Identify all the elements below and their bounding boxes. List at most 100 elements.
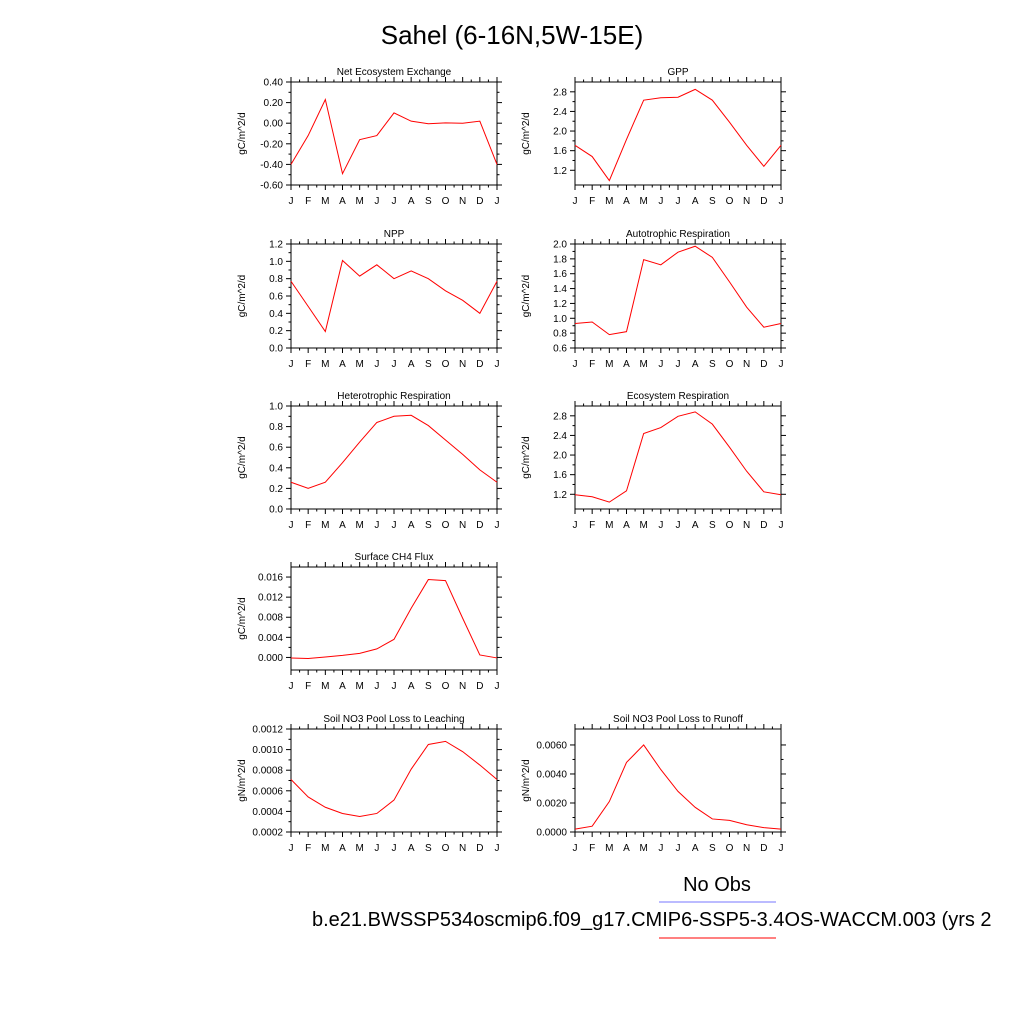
x-tick-label: J bbox=[779, 359, 784, 370]
y-tick-label: 0.0040 bbox=[536, 769, 567, 780]
panel-title: Ecosystem Respiration bbox=[627, 391, 729, 402]
x-tick-label: A bbox=[408, 681, 415, 692]
panel-title: Surface CH4 Flux bbox=[355, 552, 434, 563]
y-tick-label: 1.6 bbox=[553, 470, 567, 481]
x-tick-label: S bbox=[425, 843, 432, 854]
y-tick-label: 0.0012 bbox=[252, 725, 283, 736]
x-tick-label: M bbox=[321, 681, 329, 692]
legend: No Obs b.e21.BWSSP534oscmip6.f09_g17.CMI… bbox=[312, 874, 992, 939]
y-tick-label: 0.0 bbox=[269, 505, 283, 516]
x-tick-label: J bbox=[289, 196, 294, 207]
series-line bbox=[290, 98, 498, 176]
y-tick-label: 0.2 bbox=[269, 484, 283, 495]
y-tick-label: 0.016 bbox=[258, 573, 283, 584]
panel-title: NPP bbox=[384, 229, 405, 240]
x-tick-label: S bbox=[425, 196, 432, 207]
series-line bbox=[574, 245, 782, 336]
x-tick-label: J bbox=[289, 359, 294, 370]
plot-frame bbox=[574, 728, 782, 833]
x-tick-label: D bbox=[760, 196, 767, 207]
y-tick-label: 0.008 bbox=[258, 613, 283, 624]
series-line bbox=[574, 88, 782, 182]
x-tick-label: J bbox=[573, 359, 578, 370]
y-tick-label: 2.0 bbox=[553, 451, 567, 462]
y-tick-label: 0.000 bbox=[258, 653, 283, 664]
x-tick-label: J bbox=[676, 196, 681, 207]
x-tick-label: M bbox=[605, 843, 613, 854]
y-tick-label: 0.0010 bbox=[252, 745, 283, 756]
x-tick-label: A bbox=[623, 196, 630, 207]
y-tick-label: 0.6 bbox=[269, 292, 283, 303]
x-tick-label: J bbox=[573, 196, 578, 207]
x-tick-label: M bbox=[321, 359, 329, 370]
x-tick-label: A bbox=[692, 196, 699, 207]
y-tick-label: 1.4 bbox=[553, 284, 567, 295]
x-tick-label: J bbox=[289, 520, 294, 531]
x-tick-label: S bbox=[709, 520, 716, 531]
series-line bbox=[290, 414, 498, 489]
x-tick-label: J bbox=[495, 359, 500, 370]
x-tick-label: J bbox=[495, 843, 500, 854]
y-axis-label: gC/m^2/d bbox=[237, 597, 248, 640]
panel-title: Net Ecosystem Exchange bbox=[337, 67, 452, 78]
x-tick-label: J bbox=[289, 681, 294, 692]
y-tick-label: 2.4 bbox=[553, 107, 567, 118]
y-axis-label: gC/m^2/d bbox=[521, 112, 532, 155]
x-tick-label: D bbox=[476, 196, 483, 207]
panel-title: Autotrophic Respiration bbox=[626, 229, 730, 240]
x-tick-label: J bbox=[392, 196, 397, 207]
x-tick-label: M bbox=[321, 843, 329, 854]
series-line bbox=[574, 411, 782, 503]
x-tick-label: M bbox=[321, 520, 329, 531]
x-tick-label: O bbox=[442, 359, 450, 370]
y-tick-label: 0.0060 bbox=[536, 740, 567, 751]
x-tick-label: N bbox=[459, 520, 466, 531]
x-tick-label: O bbox=[442, 196, 450, 207]
x-tick-label: J bbox=[779, 843, 784, 854]
x-tick-label: A bbox=[408, 520, 415, 531]
series-line bbox=[290, 259, 498, 333]
x-tick-label: F bbox=[589, 843, 595, 854]
x-tick-label: A bbox=[339, 520, 346, 531]
x-tick-label: N bbox=[743, 520, 750, 531]
x-tick-label: F bbox=[589, 520, 595, 531]
y-tick-label: 0.0 bbox=[269, 344, 283, 355]
x-tick-label: M bbox=[639, 520, 647, 531]
x-tick-label: A bbox=[692, 359, 699, 370]
y-tick-label: 1.0 bbox=[269, 257, 283, 268]
x-tick-label: O bbox=[726, 843, 734, 854]
x-tick-label: N bbox=[459, 359, 466, 370]
x-tick-label: A bbox=[339, 359, 346, 370]
plot-frame bbox=[290, 81, 498, 186]
y-axis-label: gN/m^2/d bbox=[237, 759, 248, 802]
y-tick-label: 0.2 bbox=[269, 326, 283, 337]
y-tick-label: 0.012 bbox=[258, 593, 283, 604]
x-tick-label: J bbox=[573, 520, 578, 531]
x-tick-label: A bbox=[339, 843, 346, 854]
y-tick-label: 0.8 bbox=[553, 329, 567, 340]
y-axis-label: gC/m^2/d bbox=[237, 112, 248, 155]
y-tick-label: 1.2 bbox=[269, 240, 283, 251]
x-tick-label: M bbox=[639, 196, 647, 207]
x-tick-label: A bbox=[408, 843, 415, 854]
x-tick-label: D bbox=[476, 520, 483, 531]
x-tick-label: N bbox=[743, 196, 750, 207]
x-tick-label: D bbox=[760, 520, 767, 531]
y-tick-label: 0.40 bbox=[264, 78, 284, 89]
x-tick-label: M bbox=[639, 843, 647, 854]
x-tick-label: M bbox=[355, 359, 363, 370]
x-tick-label: S bbox=[425, 359, 432, 370]
x-tick-label: O bbox=[726, 359, 734, 370]
x-tick-label: N bbox=[743, 843, 750, 854]
x-tick-label: S bbox=[709, 359, 716, 370]
x-tick-label: N bbox=[743, 359, 750, 370]
y-tick-label: -0.40 bbox=[260, 160, 283, 171]
x-tick-label: D bbox=[760, 359, 767, 370]
figure-title: Sahel (6-16N,5W-15E) bbox=[381, 20, 644, 50]
x-tick-label: M bbox=[321, 196, 329, 207]
x-tick-label: J bbox=[374, 520, 379, 531]
x-tick-label: J bbox=[374, 359, 379, 370]
